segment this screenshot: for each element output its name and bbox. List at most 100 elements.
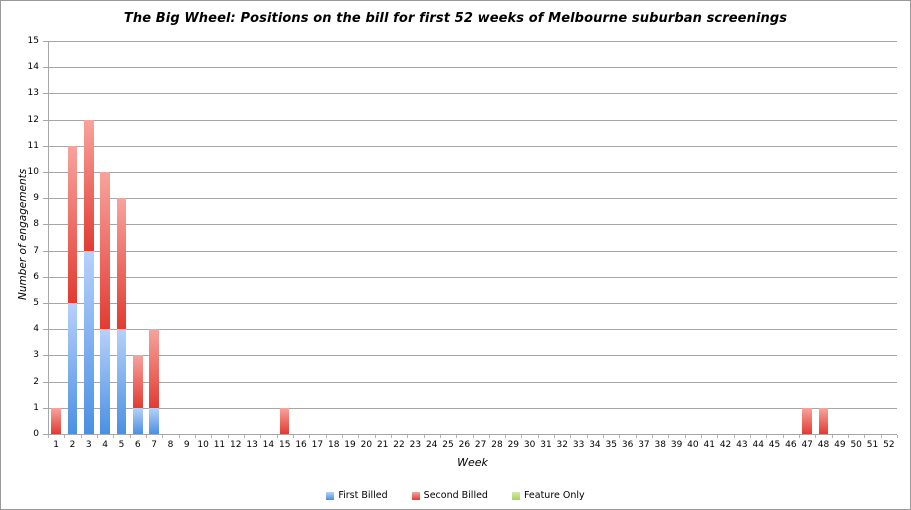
x-tick-label: 15 [278,440,291,450]
x-tick-mark [831,435,833,438]
x-tick-label: 13 [246,440,258,450]
y-tick-label: 1 [33,402,39,413]
x-tick-label: 51 [866,440,879,450]
x-tick-label: 12 [230,440,242,450]
x-tick-label: 46 [785,440,797,450]
y-tick-mark [43,276,48,278]
x-tick-mark [570,435,572,438]
bar-week-47-second-billed [802,407,812,434]
x-tick-mark [358,435,360,438]
x-tick-label: 49 [834,440,846,450]
bar-week-4-second-billed [100,172,110,330]
x-tick-label: 37 [638,440,650,450]
x-tick-label: 45 [768,440,781,450]
bar-week-1-second-billed [51,407,61,434]
x-tick-mark [439,435,441,438]
x-tick-mark [276,435,278,438]
y-tick-label: 15 [27,36,39,46]
y-tick-label: 12 [27,114,39,125]
x-tick-label: 19 [344,440,356,450]
x-tick-label: 6 [134,440,141,450]
chart-title: The Big Wheel: Positions on the bill for… [123,11,788,26]
x-tick-mark [96,435,98,438]
x-tick-mark [652,435,654,438]
y-tick-label: 8 [33,219,39,230]
x-tick-label: 16 [295,440,307,450]
x-tick-mark [390,435,392,438]
y-tick-label: 4 [33,324,39,335]
legend-label: First Billed [338,490,388,501]
y-tick-mark [43,93,48,95]
gridline [48,250,897,252]
bar-week-4-first-billed [100,329,110,434]
x-tick-label: 9 [183,440,190,450]
x-axis-title: Week [457,456,488,469]
bar-week-3-second-billed [84,119,94,251]
x-tick-mark [325,435,327,438]
gridline [48,145,897,147]
x-tick-label: 10 [197,440,209,450]
gridline [48,119,897,121]
x-tick-mark [766,435,768,438]
x-tick-mark [897,435,898,438]
x-tick-label: 8 [167,440,174,450]
x-tick-label: 32 [556,440,568,450]
x-tick-mark [341,435,343,438]
x-tick-label: 52 [883,440,895,450]
x-tick-mark [733,435,735,438]
bar-week-7-first-billed [149,407,159,434]
gridline [48,198,897,200]
y-tick-label: 2 [33,376,39,387]
gridline [48,276,897,278]
x-tick-mark [521,435,523,438]
y-tick-mark [43,119,48,121]
x-tick-label: 31 [540,440,552,450]
x-tick-label: 3 [85,440,92,450]
x-axis-line [48,434,897,435]
x-tick-mark [684,435,686,438]
bar-week-3-first-billed [84,250,94,434]
x-tick-mark [407,435,409,438]
x-tick-label: 43 [736,440,748,450]
x-tick-label: 30 [523,440,536,450]
x-tick-label: 20 [360,440,373,450]
gridline [48,224,897,226]
gridline [48,355,897,357]
bar-week-48-second-billed [818,407,829,434]
gridline [48,303,897,304]
x-tick-mark [717,435,719,438]
x-tick-mark [815,435,817,438]
gridline [48,381,897,383]
bar-week-6-second-billed [133,355,143,408]
x-tick-label: 28 [491,440,503,450]
y-tick-label: 13 [27,88,39,99]
x-tick-label: 35 [605,440,617,450]
legend-label: Second Billed [423,490,488,501]
x-tick-mark [309,435,311,438]
legend-item-first-billed: First Billed [326,490,388,501]
x-tick-label: 42 [719,440,732,450]
x-tick-label: 33 [572,440,585,450]
x-tick-label: 23 [409,440,422,450]
y-tick-mark [43,224,48,226]
y-tick-mark [43,407,48,409]
y-tick-mark [43,329,48,331]
y-tick-mark [43,250,48,252]
y-tick-label: 0 [33,429,39,439]
x-tick-mark [782,435,784,438]
x-tick-label: 4 [102,440,108,450]
x-tick-label: 24 [425,440,438,450]
x-tick-mark [750,435,752,438]
x-tick-mark [586,435,588,438]
x-tick-mark [701,435,703,438]
gridline [48,41,897,42]
x-tick-label: 26 [458,440,471,450]
x-tick-mark [129,435,131,438]
x-tick-mark [635,435,637,438]
bar-week-5-first-billed [116,329,127,434]
x-tick-label: 50 [850,440,862,450]
x-tick-label: 2 [69,440,76,450]
gridline [48,172,897,173]
x-tick-mark [505,435,507,438]
bar-week-15-second-billed [279,407,290,434]
